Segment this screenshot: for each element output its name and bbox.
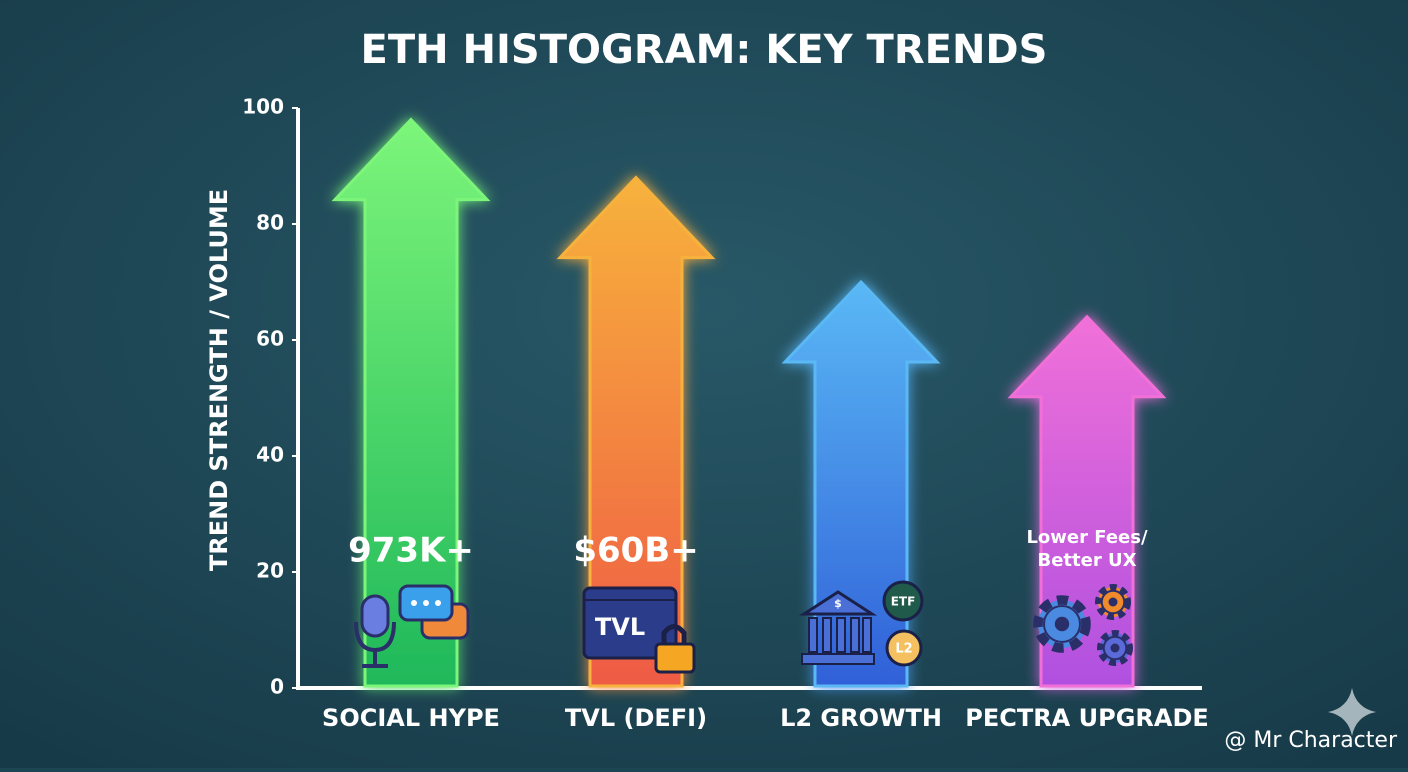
icon-shape bbox=[808, 617, 818, 653]
icon-label: ETF bbox=[891, 595, 916, 609]
x-tick-label: SOCIAL HYPE bbox=[322, 704, 500, 732]
sparkle-icon bbox=[1328, 688, 1376, 736]
y-tick-label: 0 bbox=[270, 675, 284, 699]
icon-label: $ bbox=[834, 597, 842, 610]
icon-shape bbox=[582, 586, 678, 660]
icon-label: L2 bbox=[895, 642, 912, 657]
icon-shape bbox=[1054, 616, 1070, 632]
y-tick-label: 20 bbox=[256, 559, 284, 583]
x-tick-label: PECTRA UPGRADE bbox=[965, 704, 1209, 732]
icon-shape bbox=[882, 580, 924, 622]
icon-shape bbox=[822, 617, 832, 653]
icon-shape bbox=[1108, 597, 1118, 607]
annotation: $60B+ bbox=[573, 531, 698, 571]
icon-shape bbox=[836, 617, 846, 653]
icon-shape bbox=[354, 621, 396, 668]
y-axis-title: TREND STRENGTH / VOLUME bbox=[205, 189, 233, 571]
arrow-bar bbox=[331, 117, 491, 688]
arrow-bar bbox=[556, 175, 716, 688]
icon-shape bbox=[1110, 643, 1120, 653]
icon-shape bbox=[801, 653, 875, 665]
annotation: Better UX bbox=[1038, 550, 1137, 571]
y-tick-label: 40 bbox=[256, 443, 284, 467]
y-tick-label: 100 bbox=[242, 95, 284, 119]
icon-shape bbox=[411, 600, 417, 606]
icon-shape bbox=[798, 590, 878, 616]
chart-title: ETH HISTOGRAM: KEY TRENDS bbox=[361, 27, 1048, 73]
icon-shape bbox=[862, 617, 872, 653]
icon-shape bbox=[423, 600, 429, 606]
x-tick-label: TVL (DEFI) bbox=[565, 704, 707, 732]
annotation: Lower Fees/ bbox=[1026, 527, 1148, 548]
icon-label: TVL bbox=[595, 613, 645, 641]
icon-shape bbox=[885, 629, 923, 667]
icon-shape bbox=[654, 642, 696, 674]
icon-shape bbox=[850, 617, 860, 653]
icon-shape bbox=[360, 594, 390, 638]
x-tick-label: L2 GROWTH bbox=[780, 704, 942, 732]
y-tick-label: 80 bbox=[256, 211, 284, 235]
annotation: 973K+ bbox=[348, 531, 474, 571]
icon-shape bbox=[435, 600, 441, 606]
y-tick-label: 60 bbox=[256, 327, 284, 351]
icon-shape bbox=[661, 624, 687, 645]
watermark: @ Mr Character bbox=[1224, 728, 1398, 753]
